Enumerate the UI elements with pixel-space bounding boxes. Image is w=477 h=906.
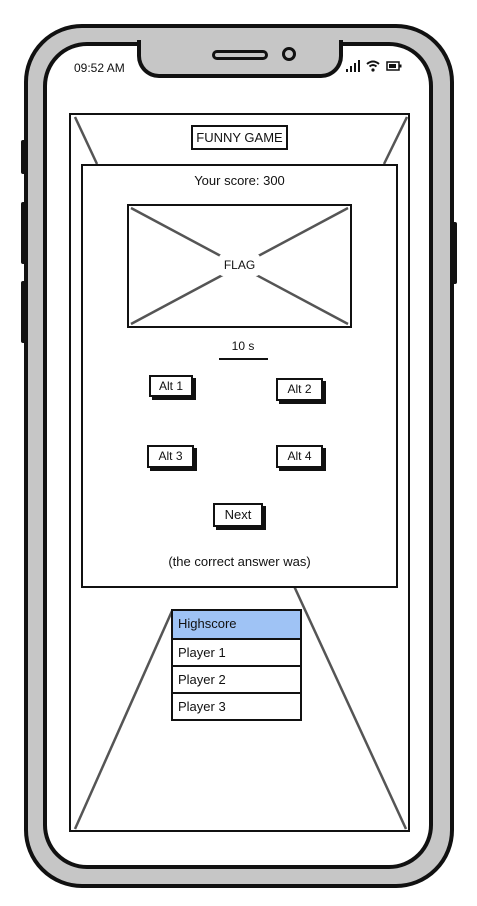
status-icons — [346, 60, 402, 72]
camera-icon — [282, 47, 296, 61]
flag-label: FLAG — [219, 254, 260, 276]
battery-icon — [386, 61, 402, 71]
phone-side-button — [21, 202, 27, 264]
status-time: 09:52 AM — [74, 61, 125, 75]
alt-4-button[interactable]: Alt 4 — [276, 445, 323, 468]
highscore-row: Player 2 — [173, 665, 300, 692]
speaker-icon — [212, 50, 268, 60]
phone-side-button — [21, 140, 27, 174]
timer-underline — [219, 358, 268, 360]
next-button[interactable]: Next — [213, 503, 263, 527]
score-text: Your score: 300 — [194, 173, 285, 188]
alt-2-button[interactable]: Alt 2 — [276, 378, 323, 401]
screen-area — [69, 113, 410, 832]
highscore-row: Player 3 — [173, 692, 300, 719]
timer-text: 10 s — [231, 339, 255, 353]
alt-3-button[interactable]: Alt 3 — [147, 445, 194, 468]
game-title: FUNNY GAME — [191, 125, 288, 150]
highscore-table: Highscore Player 1 Player 2 Player 3 — [171, 609, 302, 721]
phone-side-button — [21, 281, 27, 343]
correct-answer-text: (the correct answer was) — [168, 554, 311, 569]
signal-icon — [346, 60, 360, 72]
highscore-row: Player 1 — [173, 638, 300, 665]
highscore-header: Highscore — [173, 611, 300, 638]
wifi-icon — [366, 60, 380, 72]
alt-1-button[interactable]: Alt 1 — [149, 375, 193, 397]
phone-side-button — [451, 222, 457, 284]
